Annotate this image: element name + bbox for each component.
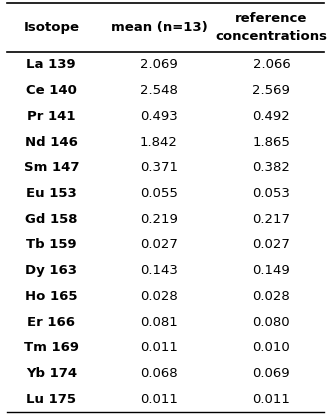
Text: Pr 141: Pr 141 (27, 110, 75, 123)
Text: Ce 140: Ce 140 (26, 84, 77, 97)
Text: Gd 158: Gd 158 (25, 213, 77, 226)
Text: 0.492: 0.492 (253, 110, 290, 123)
Text: 0.011: 0.011 (140, 393, 178, 406)
Text: 0.053: 0.053 (253, 187, 290, 200)
Text: 0.010: 0.010 (253, 341, 290, 354)
Text: 0.493: 0.493 (140, 110, 178, 123)
Text: 0.382: 0.382 (253, 161, 290, 174)
Text: Nd 146: Nd 146 (25, 136, 78, 148)
Text: 0.069: 0.069 (253, 367, 290, 380)
Text: Ho 165: Ho 165 (25, 290, 77, 303)
Text: Yb 174: Yb 174 (26, 367, 77, 380)
Text: Tb 159: Tb 159 (26, 239, 76, 251)
Text: Isotope: Isotope (23, 21, 79, 34)
Text: 0.028: 0.028 (140, 290, 178, 303)
Text: 1.865: 1.865 (253, 136, 290, 148)
Text: 0.011: 0.011 (253, 393, 290, 406)
Text: 0.027: 0.027 (253, 239, 290, 251)
Text: 0.028: 0.028 (253, 290, 290, 303)
Text: 0.149: 0.149 (253, 264, 290, 277)
Text: 0.217: 0.217 (253, 213, 290, 226)
Text: 0.027: 0.027 (140, 239, 178, 251)
Text: reference
concentrations: reference concentrations (215, 12, 327, 43)
Text: Er 166: Er 166 (27, 316, 75, 329)
Text: 2.548: 2.548 (140, 84, 178, 97)
Text: 0.371: 0.371 (140, 161, 178, 174)
Text: mean (n=13): mean (n=13) (111, 21, 207, 34)
Text: 1.842: 1.842 (140, 136, 178, 148)
Text: Tm 169: Tm 169 (24, 341, 79, 354)
Text: Dy 163: Dy 163 (25, 264, 77, 277)
Text: 0.081: 0.081 (140, 316, 178, 329)
Text: 0.055: 0.055 (140, 187, 178, 200)
Text: 2.569: 2.569 (253, 84, 290, 97)
Text: 0.219: 0.219 (140, 213, 178, 226)
Text: 0.080: 0.080 (253, 316, 290, 329)
Text: La 139: La 139 (26, 58, 76, 71)
Text: 0.011: 0.011 (140, 341, 178, 354)
Text: 2.069: 2.069 (140, 58, 178, 71)
Text: 0.143: 0.143 (140, 264, 178, 277)
Text: Eu 153: Eu 153 (26, 187, 77, 200)
Text: Sm 147: Sm 147 (24, 161, 79, 174)
Text: 2.066: 2.066 (253, 58, 290, 71)
Text: 0.068: 0.068 (140, 367, 178, 380)
Text: Lu 175: Lu 175 (26, 393, 76, 406)
